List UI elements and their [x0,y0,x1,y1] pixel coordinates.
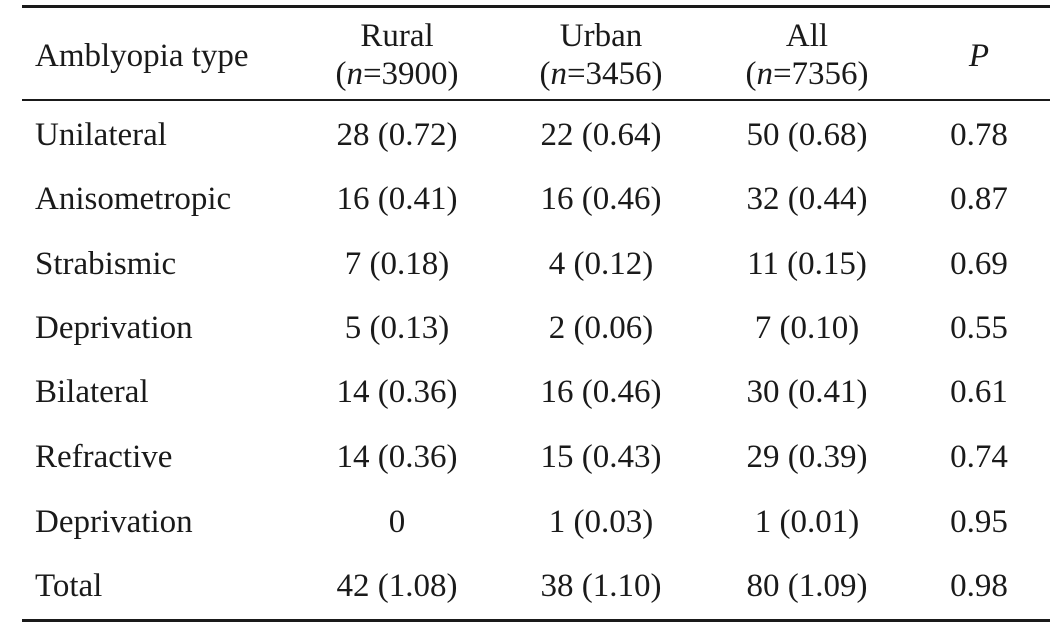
row-rural: 5 (0.13) [344,310,450,346]
header-rural-n: (n=3900) [335,55,458,93]
row-p: 0.55 [950,310,1008,346]
row-p: 0.95 [950,504,1008,540]
row-rural: 42 (1.08) [336,568,458,604]
row-urban: 22 (0.64) [540,117,662,153]
row-all: 80 (1.09) [746,568,868,604]
header-rural-n-var: n [346,56,363,92]
row-type: Deprivation [35,310,193,346]
row-rural: 7 (0.18) [344,246,450,282]
header-all: All (n=7356) [745,17,868,93]
row-all: 11 (0.15) [747,246,867,282]
row-rural: 14 (0.36) [336,439,458,475]
row-p: 0.78 [950,117,1008,153]
row-urban: 16 (0.46) [540,374,662,410]
row-type: Unilateral [35,117,167,153]
header-rural-n-open: ( [335,56,347,92]
table-bottom-rule [22,619,1050,622]
header-rural: Rural (n=3900) [335,17,458,93]
row-rural: 28 (0.72) [336,117,458,153]
header-urban-n-value: =3456) [566,56,663,92]
header-rural-n-value: =3900) [362,56,459,92]
row-urban: 1 (0.03) [548,504,654,540]
header-urban-name: Urban [559,18,643,54]
header-all-n-var: n [756,56,773,92]
row-urban: 2 (0.06) [548,310,654,346]
row-urban: 4 (0.12) [548,246,654,282]
row-all: 32 (0.44) [746,181,868,217]
table-top-rule [22,5,1050,8]
header-all-n: (n=7356) [745,55,868,93]
header-urban: Urban (n=3456) [539,17,662,93]
row-urban: 15 (0.43) [540,439,662,475]
row-rural: 14 (0.36) [336,374,458,410]
row-type: Strabismic [35,246,177,282]
row-rural: 16 (0.41) [336,181,458,217]
row-p: 0.98 [950,568,1008,604]
row-all: 7 (0.10) [754,310,860,346]
row-all: 30 (0.41) [746,374,868,410]
row-all: 29 (0.39) [746,439,868,475]
row-rural: 0 [388,504,406,540]
row-type: Anisometropic [35,181,232,217]
header-urban-n: (n=3456) [539,55,662,93]
header-all-n-value: =7356) [772,56,869,92]
row-p: 0.87 [950,181,1008,217]
row-type: Refractive [35,439,173,475]
header-amblyopia-type: Amblyopia type [35,38,249,74]
header-all-name: All [785,18,829,54]
row-type: Deprivation [35,504,193,540]
header-rural-name: Rural [360,18,434,54]
row-all: 50 (0.68) [746,117,868,153]
header-p-value: P [968,38,990,74]
header-all-n-open: ( [745,56,757,92]
row-p: 0.74 [950,439,1008,475]
header-urban-n-var: n [550,56,567,92]
row-type: Total [35,568,103,604]
row-urban: 38 (1.10) [540,568,662,604]
header-urban-n-open: ( [539,56,551,92]
row-all: 1 (0.01) [754,504,860,540]
row-p: 0.69 [950,246,1008,282]
row-p: 0.61 [950,374,1008,410]
row-urban: 16 (0.46) [540,181,662,217]
row-type: Bilateral [35,374,149,410]
table-header-rule [22,99,1050,101]
